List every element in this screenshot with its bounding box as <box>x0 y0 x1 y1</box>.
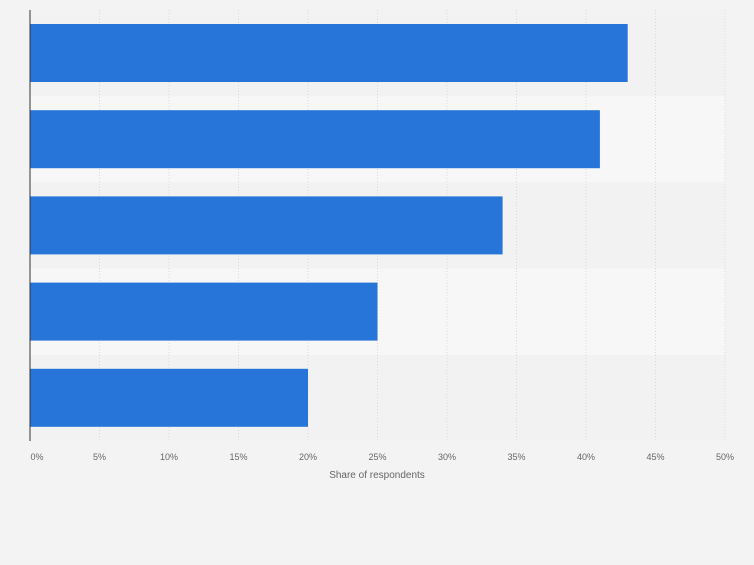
x-tick-label: 25% <box>368 452 386 462</box>
x-tick-label: 10% <box>160 452 178 462</box>
bar <box>30 110 600 169</box>
x-axis-label: Share of respondents <box>329 470 425 481</box>
x-tick-label: 20% <box>299 452 317 462</box>
x-tick-label: 35% <box>507 452 525 462</box>
x-tick-label: 0% <box>30 452 43 462</box>
x-tick-label: 5% <box>93 452 106 462</box>
x-tick-label: 40% <box>577 452 595 462</box>
x-tick-label: 30% <box>438 452 456 462</box>
bar <box>30 282 378 341</box>
bar <box>30 368 308 427</box>
bars <box>30 24 628 427</box>
bar <box>30 196 503 255</box>
x-tick-label: 45% <box>646 452 664 462</box>
bar <box>30 24 628 82</box>
x-tick-label: 50% <box>716 452 734 462</box>
x-axis-ticks: 0% 5% 10% 15% 20% 25% 30% 35% 40% 45% 50% <box>30 452 734 462</box>
x-tick-label: 15% <box>229 452 247 462</box>
